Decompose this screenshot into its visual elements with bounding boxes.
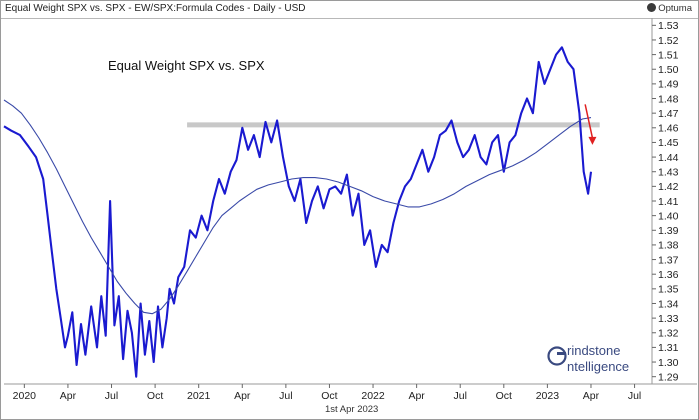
resistance-line: [187, 122, 600, 128]
x-tick-label: 2023: [536, 390, 560, 402]
y-tick-label: 1.53: [658, 20, 679, 32]
brand-name: Optuma: [658, 3, 692, 14]
y-tick-label: 1.40: [658, 210, 679, 222]
y-tick-label: 1.29: [658, 371, 679, 383]
x-tick-label: Jul: [453, 390, 466, 402]
brand-label: Optuma: [647, 3, 692, 14]
x-tick-label: Jul: [279, 390, 292, 402]
x-tick-label: Apr: [234, 390, 251, 402]
y-tick-label: 1.51: [658, 49, 679, 61]
x-tick-label: 2020: [13, 390, 37, 402]
y-tick-label: 1.38: [658, 240, 679, 252]
y-tick-label: 1.41: [658, 196, 679, 208]
y-tick-label: 1.31: [658, 342, 679, 354]
y-tick-label: 1.45: [658, 137, 679, 149]
y-tick-label: 1.47: [658, 108, 679, 120]
x-tick-label: 2021: [187, 390, 211, 402]
y-tick-label: 1.30: [658, 357, 679, 369]
y-tick-label: 1.36: [658, 269, 679, 281]
y-tick-label: 1.35: [658, 284, 679, 296]
y-tick-label: 1.43: [658, 167, 679, 179]
x-tick-label: 2022: [361, 390, 385, 402]
logo-text-line1: rindstone: [567, 343, 620, 358]
chart-header: Equal Weight SPX vs. SPX - EW/SPX:Formul…: [1, 1, 698, 19]
y-tick-label: 1.39: [658, 225, 679, 237]
red-arrow-shaft: [584, 104, 594, 139]
y-axis: 1.29 1.30 1.31 1.32 1.33 1.34 1.35 1.36 1.37 1.38…: [651, 18, 679, 384]
y-tick-label: 1.37: [658, 254, 679, 266]
series-line-ratio: [3, 46, 593, 378]
y-tick-label: 1.42: [658, 181, 679, 193]
optuma-logo-icon: [647, 3, 657, 12]
x-tick-label: Jul: [628, 390, 641, 402]
y-tick-label: 1.50: [658, 64, 679, 76]
y-tick-label: 1.33: [658, 313, 679, 325]
x-tick-label: Apr: [583, 390, 600, 402]
series-line-moving-average: [3, 99, 592, 315]
y-tick-label: 1.44: [658, 152, 679, 164]
red-arrow-head: [588, 136, 597, 145]
logo-text-line2: ntelligence: [567, 359, 629, 374]
grindstone-logo-icon-notch: [557, 352, 566, 355]
y-tick-label: 1.48: [658, 93, 679, 105]
y-tick-label: 1.49: [658, 79, 679, 91]
chart-title: Equal Weight SPX vs. SPX: [108, 58, 265, 73]
x-tick-label: Apr: [408, 390, 425, 402]
chart-header-title: Equal Weight SPX vs. SPX - EW/SPX:Formul…: [5, 3, 306, 14]
y-tick-label: 1.32: [658, 328, 679, 340]
x-tick-label: Oct: [147, 390, 163, 402]
x-axis: 2020 Apr Jul Oct 2021 Apr Jul Oct 2022 Apr Jul Oct 2…: [4, 383, 697, 402]
y-tick-label: 1.34: [658, 298, 679, 310]
x-tick-label: Oct: [321, 390, 337, 402]
plot-area: [3, 46, 600, 378]
x-tick-label: Jul: [105, 390, 118, 402]
y-tick-label: 1.46: [658, 123, 679, 135]
grindstone-logo: rindstone ntelligence: [547, 343, 629, 374]
grindstone-logo-icon: [547, 346, 567, 366]
y-tick-label: 1.52: [658, 35, 679, 47]
x-tick-label: Apr: [60, 390, 77, 402]
x-tick-label: Oct: [496, 390, 512, 402]
footer-date: 1st Apr 2023: [325, 404, 379, 415]
